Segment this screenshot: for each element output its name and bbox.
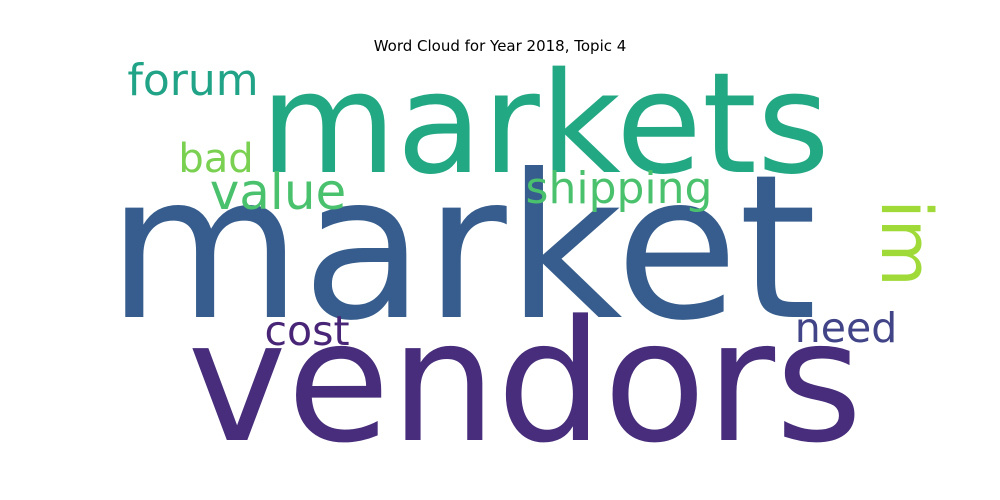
chart-title: Word Cloud for Year 2018, Topic 4 [373,37,627,55]
word-im: im [865,199,947,287]
word-need: need [795,304,897,352]
word-cost: cost [264,307,349,355]
word-vendors: vendors [187,284,862,480]
word-forum: forum [127,55,258,106]
word-markets: markets [260,43,830,206]
word-market: market [107,132,817,365]
word-shipping: shipping [526,163,713,214]
word-value: value [210,163,347,221]
word-bad: bad [178,136,253,182]
